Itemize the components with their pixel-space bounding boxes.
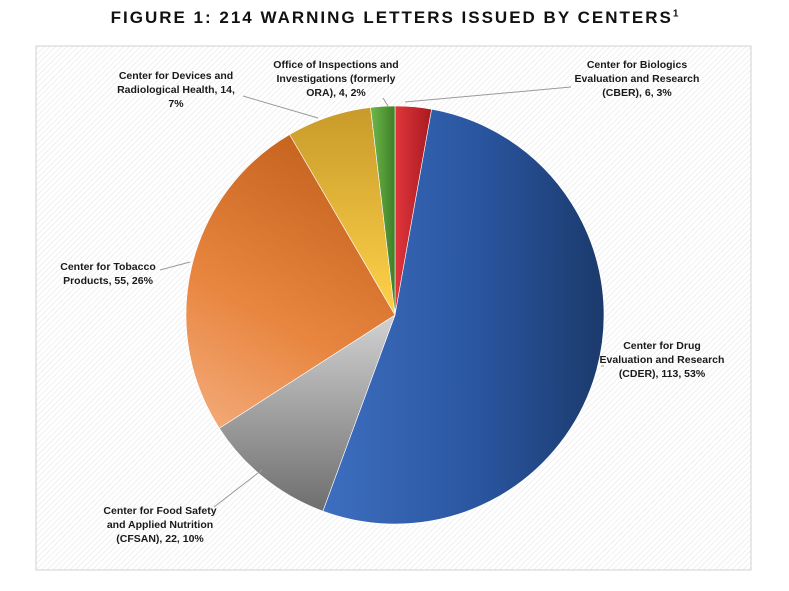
slice-label-5: Office of Inspections and Investigations …	[273, 59, 398, 99]
leader-line-2	[213, 469, 263, 508]
slice-label-1: Center for Drug Evaluation and Research (C…	[600, 340, 725, 380]
slice-label-0: Center for Biologics Evaluation and Resea…	[575, 59, 700, 99]
slice-label-line: ORA), 4, 2%	[306, 87, 366, 99]
slice-label-line: Evaluation and Research	[575, 73, 700, 85]
title-footnote: 1	[672, 8, 679, 20]
slice-label-line: Center for Biologics	[587, 59, 688, 71]
pie-slice-1	[322, 108, 605, 525]
chart-title-text: FIGURE 1: 214 WARNING LETTERS ISSUED BY …	[110, 8, 673, 27]
slice-label-line: 7%	[168, 98, 184, 110]
slice-label-4: Center for Devices and Radiological Healt…	[117, 70, 235, 110]
slice-label-line: Products, 55, 26%	[63, 275, 154, 287]
slice-label-line: Radiological Health, 14,	[117, 84, 235, 96]
leader-line-4	[242, 95, 319, 119]
slice-label-line: Center for Drug	[623, 340, 701, 352]
slice-label-line: Center for Tobacco	[60, 261, 155, 273]
pie-slice-5	[370, 105, 396, 316]
leader-line-0	[404, 86, 572, 103]
slice-label-line: (CBER), 6, 3%	[602, 87, 672, 99]
slice-label-line: (CFSAN), 22, 10%	[116, 533, 204, 545]
slice-label-line: Evaluation and Research	[600, 354, 725, 366]
slice-label-line: Office of Inspections and	[273, 59, 398, 71]
slice-label-3: Center for Tobacco Products, 55, 26%	[60, 261, 155, 287]
slice-label-line: and Applied Nutrition	[107, 519, 213, 531]
pie-slice-3	[185, 134, 396, 429]
slice-label-line: Center for Devices and	[119, 70, 233, 82]
slice-label-2: Center for Food Safety and Applied Nutrit…	[103, 505, 216, 545]
chart-title: FIGURE 1: 214 WARNING LETTERS ISSUED BY …	[0, 8, 789, 28]
slice-label-line: Investigations (formerly	[276, 73, 395, 85]
leader-line-3	[159, 261, 191, 271]
slice-label-line: Center for Food Safety	[103, 505, 216, 517]
pie-slice-2	[218, 314, 396, 512]
slice-label-line: (CDER), 113, 53%	[619, 368, 706, 380]
leader-line-5	[382, 97, 389, 107]
